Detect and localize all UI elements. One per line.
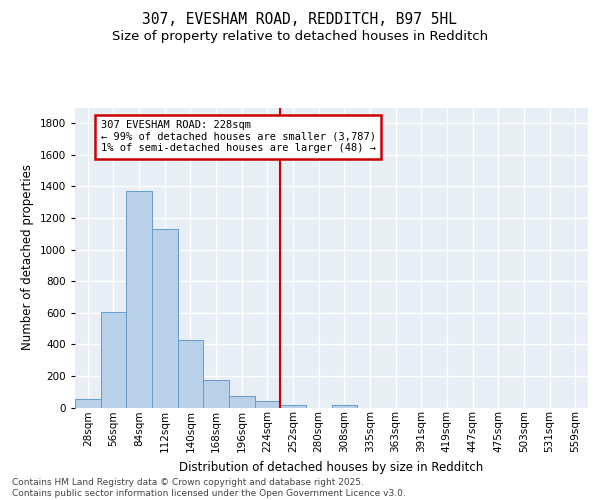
- Text: Size of property relative to detached houses in Redditch: Size of property relative to detached ho…: [112, 30, 488, 43]
- Text: 307, EVESHAM ROAD, REDDITCH, B97 5HL: 307, EVESHAM ROAD, REDDITCH, B97 5HL: [143, 12, 458, 28]
- Text: 307 EVESHAM ROAD: 228sqm
← 99% of detached houses are smaller (3,787)
1% of semi: 307 EVESHAM ROAD: 228sqm ← 99% of detach…: [101, 120, 376, 154]
- Bar: [203, 380, 229, 407]
- Bar: [75, 399, 101, 407]
- Bar: [178, 340, 203, 407]
- Bar: [127, 191, 152, 408]
- Bar: [254, 401, 280, 407]
- Bar: [229, 396, 254, 407]
- Bar: [101, 312, 127, 408]
- Bar: [152, 229, 178, 408]
- Bar: [280, 405, 306, 407]
- Y-axis label: Number of detached properties: Number of detached properties: [21, 164, 34, 350]
- Bar: [331, 405, 357, 407]
- Text: Contains HM Land Registry data © Crown copyright and database right 2025.
Contai: Contains HM Land Registry data © Crown c…: [12, 478, 406, 498]
- X-axis label: Distribution of detached houses by size in Redditch: Distribution of detached houses by size …: [179, 460, 484, 473]
